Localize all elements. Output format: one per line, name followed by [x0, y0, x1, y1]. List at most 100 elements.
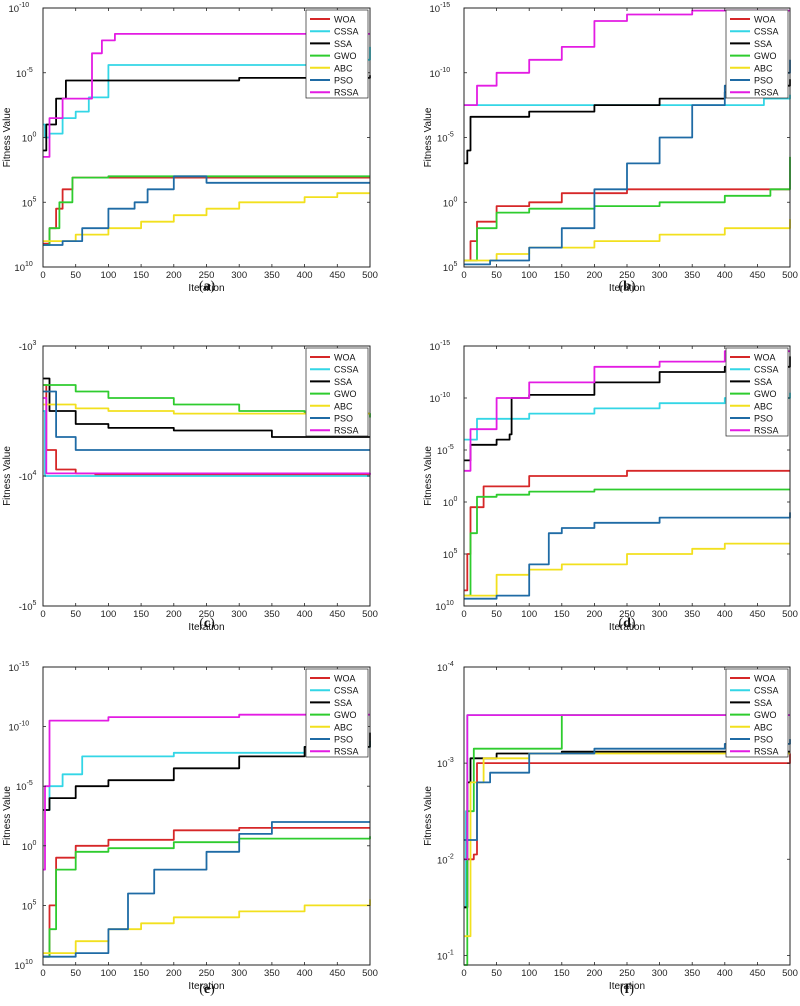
y-tick-label: 10-15	[429, 340, 450, 353]
x-tick-label: 450	[329, 968, 345, 979]
y-tick-base: 10	[22, 901, 33, 912]
series-line-ssa	[43, 75, 371, 152]
panel-caption: (d)	[618, 616, 635, 631]
y-tick-label: 10-10	[429, 392, 450, 405]
x-tick-label: 250	[199, 270, 215, 281]
series-line-abc	[464, 219, 791, 262]
x-tick-label: 300	[652, 609, 668, 620]
x-tick-label: 150	[554, 270, 570, 281]
y-tick-exponent: -10	[440, 67, 450, 74]
x-tick-label: 350	[684, 609, 700, 620]
y-tick-base: 10	[443, 198, 454, 209]
legend-box	[725, 668, 789, 758]
chart-panel-d: 0 50 100 150 200 250 300 350 400 450 5001010105100…	[423, 340, 798, 633]
y-tick-base: 10	[14, 263, 25, 274]
series-line-abc	[464, 542, 790, 597]
series-line-woa	[43, 827, 370, 958]
y-tick-label: 10-5	[16, 780, 33, 793]
x-tick-label: 100	[521, 609, 537, 620]
x-tick-label: 50	[70, 968, 81, 979]
chart-panel-a: 0 50 100 150 200 250 300 350 400 450 5001010105100…	[2, 2, 378, 294]
x-axis-label: Iteration	[188, 622, 224, 633]
chart-panel-b: 0 50 100 150 200 250 300 350 400 450 50010510010-5…	[423, 2, 798, 294]
y-tick-label: 10-10	[429, 67, 450, 80]
y-tick-base: 10	[437, 663, 448, 674]
y-tick-exponent: -15	[440, 340, 450, 347]
y-tick-label: 100	[22, 132, 37, 145]
series-line-pso	[43, 175, 370, 246]
legend-label: PSO	[334, 76, 353, 86]
y-tick-base: 10	[435, 602, 446, 613]
y-tick-base: 10	[8, 723, 19, 734]
legend-label: ABC	[754, 63, 773, 73]
x-tick-label: 0	[461, 968, 466, 979]
y-tick-exponent: -1	[448, 949, 454, 956]
x-tick-label: 450	[749, 270, 765, 281]
series-line-pso	[464, 739, 791, 841]
x-tick-label: 300	[652, 968, 668, 979]
x-tick-label: 500	[782, 270, 798, 281]
legend-label: GWO	[754, 710, 777, 720]
x-tick-label: 450	[329, 609, 345, 620]
y-axis-label: Fitness Value	[423, 446, 434, 506]
y-tick-label: 10-10	[8, 721, 29, 734]
legend-label: SSA	[334, 377, 352, 387]
y-tick-exponent: 3	[32, 340, 36, 347]
x-tick-label: 200	[166, 609, 182, 620]
x-tick-label: 0	[461, 609, 466, 620]
x-tick-label: 300	[231, 609, 247, 620]
legend-box	[725, 347, 789, 437]
x-tick-label: 350	[264, 968, 280, 979]
y-tick-base: -10	[19, 342, 33, 353]
legend-label: RSSA	[754, 426, 779, 436]
legend-label: ABC	[334, 401, 353, 411]
y-tick-exponent: 10	[25, 959, 33, 966]
panel-caption: (e)	[199, 982, 215, 997]
chart-panel-e: 0 50 100 150 200 250 300 350 400 450 5001010105100…	[2, 661, 378, 997]
y-tick-base: 10	[443, 263, 454, 274]
legend-label: ABC	[334, 722, 353, 732]
x-tick-label: 450	[329, 270, 345, 281]
panel-caption-letter: a	[204, 279, 211, 294]
y-tick-base: 10	[14, 961, 25, 972]
x-tick-label: 350	[264, 270, 280, 281]
y-tick-base: 10	[22, 842, 33, 853]
legend-label: CSSA	[334, 686, 359, 696]
y-tick-base: 10	[443, 498, 454, 509]
legend-label: WOA	[334, 15, 356, 25]
legend-label: SSA	[754, 377, 772, 387]
y-tick-exponent: 5	[453, 548, 457, 555]
y-tick-exponent: -10	[19, 721, 29, 728]
y-tick-base: 10	[437, 855, 448, 866]
y-tick-base: 10	[16, 69, 27, 80]
panel-caption: (a)	[199, 279, 216, 294]
panel-caption-letter: b	[623, 279, 631, 294]
legend-label: GWO	[334, 51, 357, 61]
y-tick-exponent: 5	[32, 600, 36, 607]
y-tick-label: 10-15	[429, 2, 450, 15]
x-tick-label: 50	[491, 270, 502, 281]
x-axis-label: Iteration	[188, 283, 224, 294]
x-tick-label: 250	[619, 609, 635, 620]
y-tick-label: -105	[19, 600, 37, 613]
legend-label: CSSA	[754, 686, 779, 696]
x-tick-label: 350	[684, 968, 700, 979]
x-tick-label: 0	[461, 270, 466, 281]
panel-caption-letter: f	[625, 982, 630, 997]
legend-label: ABC	[334, 63, 353, 73]
y-tick-base: 10	[22, 198, 33, 209]
y-tick-exponent: 0	[453, 196, 457, 203]
legend-label: PSO	[754, 414, 773, 424]
y-tick-label: 105	[443, 261, 458, 274]
y-tick-exponent: -5	[448, 444, 454, 451]
series-line-rssa	[43, 713, 370, 871]
y-tick-exponent: -15	[19, 661, 29, 668]
legend-label: PSO	[754, 735, 773, 745]
x-tick-label: 200	[586, 968, 602, 979]
y-tick-base: 10	[437, 759, 448, 770]
x-tick-label: 400	[717, 270, 733, 281]
y-tick-label: 1010	[14, 261, 32, 274]
y-tick-base: 10	[8, 4, 19, 15]
y-tick-exponent: -4	[448, 661, 454, 668]
y-tick-exponent: 5	[453, 261, 457, 268]
